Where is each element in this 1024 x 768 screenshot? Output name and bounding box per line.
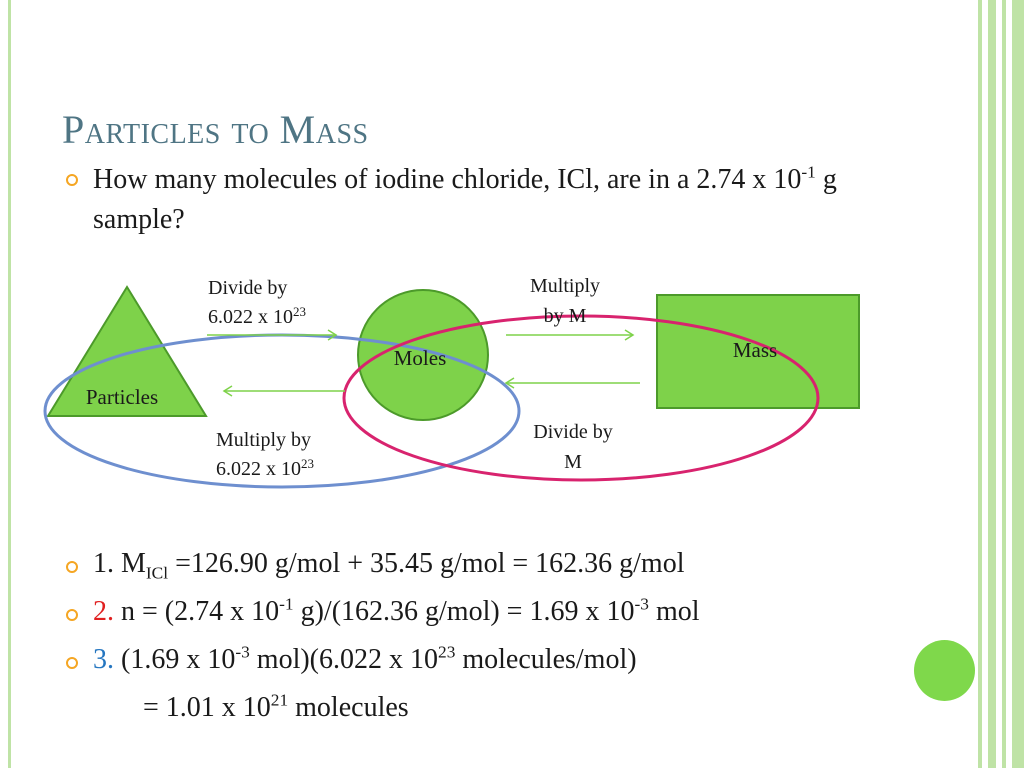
- multiply-label-1: Multiply: [530, 275, 600, 297]
- bullet-icon: [66, 174, 78, 186]
- bullet-icon: [66, 657, 78, 669]
- arrow-head-1: [327, 329, 338, 341]
- arrow-head-4: [504, 377, 515, 389]
- arrow-head-2: [222, 385, 233, 397]
- step-1: 1. MICl =126.90 g/mol + 35.45 g/mol = 16…: [93, 548, 685, 583]
- by-m-label: by M: [544, 305, 587, 327]
- mass-rectangle: [656, 294, 860, 409]
- moles-circle: [357, 289, 489, 421]
- mass-label: Mass: [733, 338, 777, 362]
- step-3: 3. (1.69 x 10-3 mol)(6.022 x 1023 molecu…: [93, 642, 637, 675]
- step-2: 2. n = (2.74 x 10-1 g)/(162.36 g/mol) = …: [93, 594, 700, 627]
- divide-by-label-2: Divide by: [533, 421, 612, 443]
- step-3-result: = 1.01 x 1021 molecules: [143, 690, 409, 723]
- pink-ellipse: [342, 314, 820, 482]
- divide-by-label-1: Divide by: [208, 277, 287, 299]
- particles-triangle: [46, 285, 208, 417]
- decorative-circle: [914, 640, 975, 701]
- arrow-head-3: [624, 329, 635, 341]
- avogadro-label-2: 6.022 x 1023: [216, 456, 314, 480]
- bullet-icon: [66, 561, 78, 573]
- particles-label: Particles: [86, 385, 158, 409]
- right-frame-band-4: [1012, 0, 1024, 768]
- moles-label: Moles: [394, 346, 447, 370]
- avogadro-label-1: 6.022 x 1023: [208, 304, 306, 328]
- bullet-icon: [66, 609, 78, 621]
- right-frame-band-3: [1002, 0, 1006, 768]
- slide-title: Particles to Mass: [62, 107, 369, 152]
- multiply-by-label: Multiply by: [216, 429, 311, 451]
- right-frame-band-2: [988, 0, 996, 768]
- m-label: M: [564, 451, 582, 473]
- left-frame-line: [8, 0, 11, 768]
- right-frame-band: [978, 0, 982, 768]
- question-text: How many molecules of iodine chloride, I…: [93, 162, 837, 235]
